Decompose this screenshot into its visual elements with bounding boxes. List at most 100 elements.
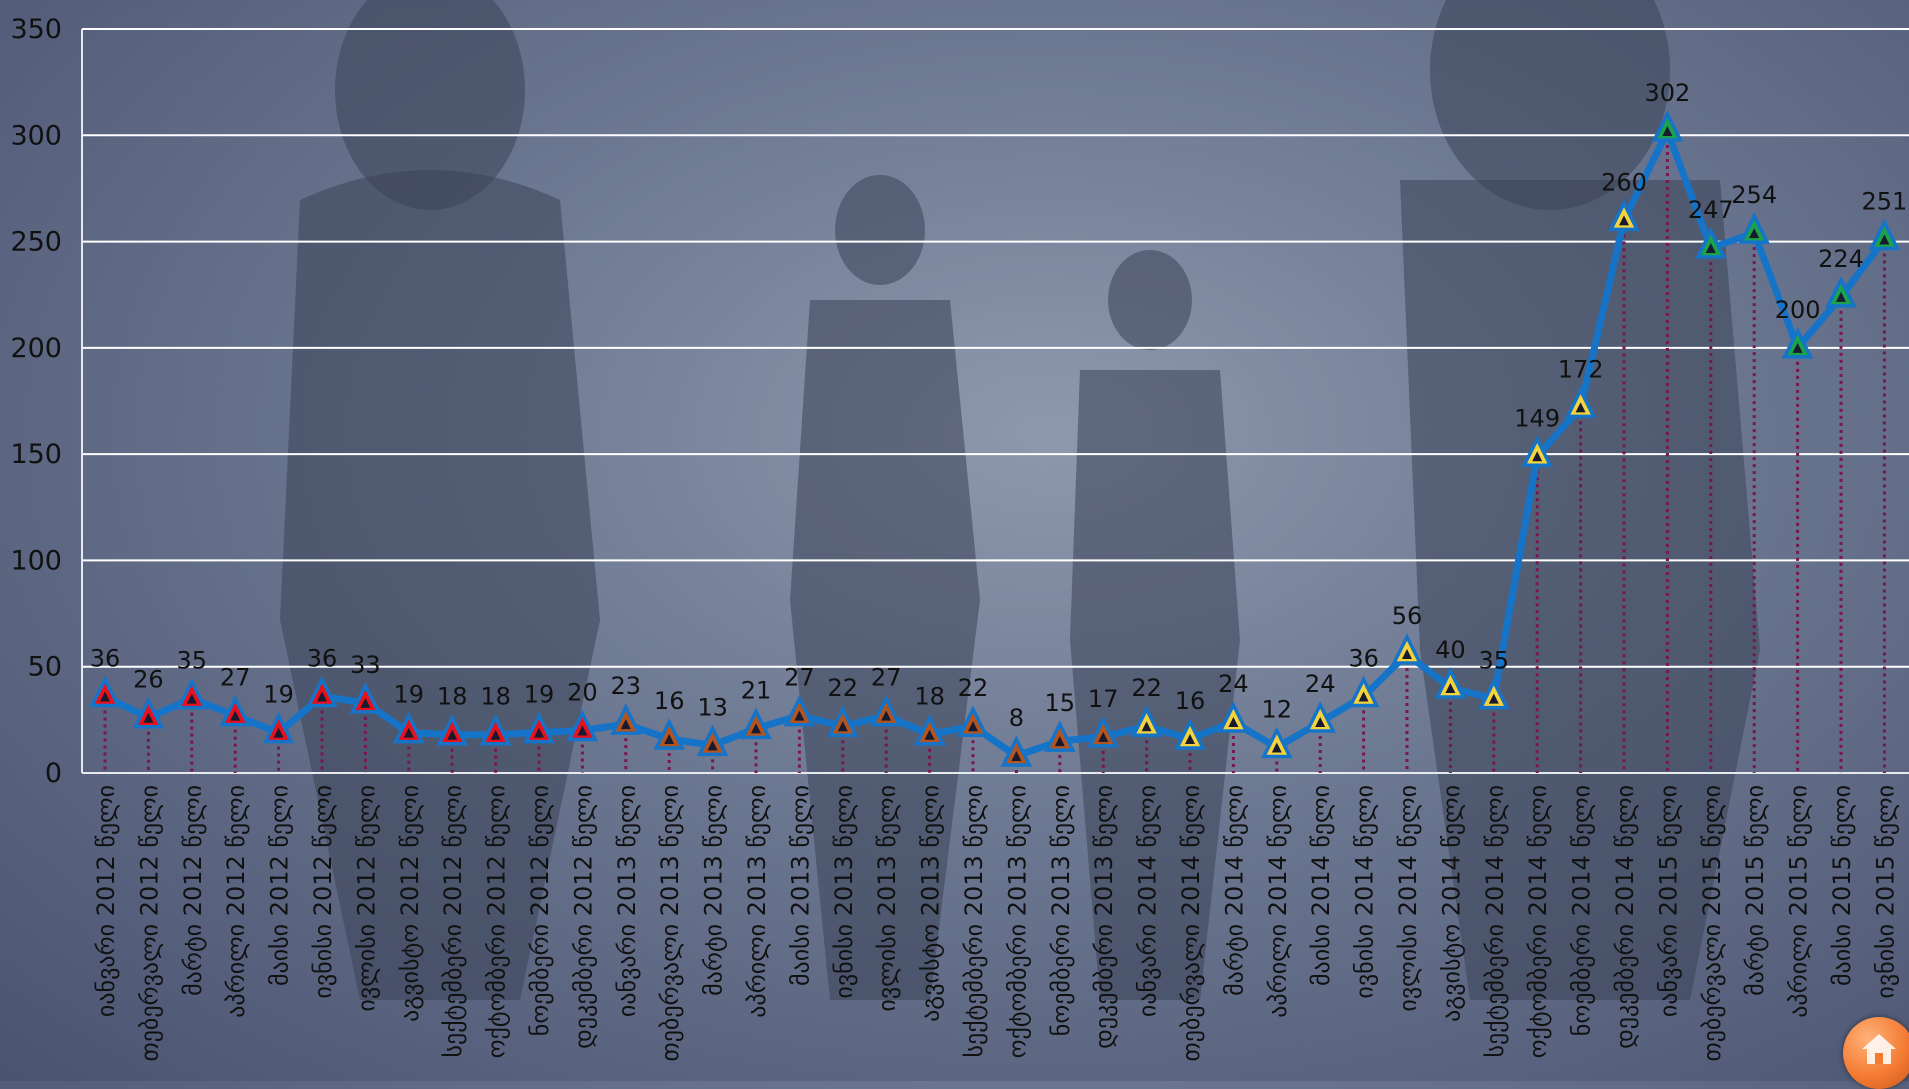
x-tick-label: დეკემბერი 2013 წელი: [1090, 785, 1118, 1049]
x-tick-label: ივლისი 2013 წელი: [873, 785, 901, 1012]
data-label: 16: [1175, 687, 1206, 715]
data-point-marker-core: [403, 727, 414, 738]
data-label: 24: [1305, 670, 1336, 698]
x-tick-label: აპრილი 2013 წელი: [743, 785, 771, 1018]
x-tick-label: მაისი 2015 წელი: [1828, 785, 1856, 986]
y-tick-label: 0: [45, 758, 62, 789]
x-tick-label: სექტემბერი 2013 წელი: [960, 785, 988, 1058]
data-point-marker-core: [1315, 716, 1326, 727]
data-point-marker-core: [794, 710, 805, 721]
data-label: 22: [828, 674, 859, 702]
data-label: 33: [350, 651, 381, 679]
data-point-marker-core: [1879, 234, 1890, 245]
data-label: 23: [611, 672, 642, 700]
data-label: 40: [1435, 636, 1466, 664]
x-tick-label: ოქტომბერი 2014 წელი: [1524, 785, 1552, 1058]
data-label: 21: [741, 676, 772, 704]
x-tick-label: დეკემბერი 2014 წელი: [1611, 785, 1639, 1049]
background-silhouettes: [280, 0, 1760, 1000]
data-point-marker-core: [1705, 242, 1716, 253]
data-point-marker-core: [1358, 691, 1369, 702]
data-point-marker-core: [100, 691, 110, 702]
x-tick-label: მაისი 2014 წელი: [1307, 785, 1335, 986]
data-label: 224: [1818, 245, 1864, 273]
data-point-marker-core: [143, 712, 154, 723]
data-point-marker-core: [837, 721, 848, 732]
data-label: 18: [480, 683, 511, 711]
x-tick-label: ოქტომბერი 2012 წელი: [483, 785, 511, 1058]
x-tick-label: ოქტომბერი 2013 წელი: [1003, 785, 1031, 1058]
data-point-marker-core: [664, 733, 675, 744]
x-tick-label: აგვისტო 2013 წელი: [917, 785, 945, 1022]
data-label: 15: [1045, 689, 1076, 717]
x-tick-label: თებერვალი 2013 წელი: [656, 785, 684, 1062]
data-label: 251: [1861, 187, 1907, 215]
x-tick-label: აგვისტო 2014 წელი: [1437, 785, 1465, 1022]
data-label: 247: [1688, 196, 1734, 224]
x-tick-label: მარტი 2014 წელი: [1220, 785, 1248, 996]
data-label: 35: [1479, 647, 1510, 675]
home-button[interactable]: [1843, 1017, 1909, 1089]
data-point-marker-core: [1619, 215, 1629, 226]
data-label: 16: [654, 687, 685, 715]
data-label: 27: [784, 664, 815, 692]
x-tick-label: მარტი 2015 წელი: [1741, 785, 1769, 996]
x-tick-label: დეკემბერი 2012 წელი: [569, 785, 597, 1049]
data-point-marker-core: [620, 719, 631, 730]
data-label: 172: [1558, 355, 1604, 383]
data-label: 18: [437, 683, 468, 711]
x-tick-label: თებერვალი 2012 წელი: [135, 785, 163, 1062]
x-tick-label: მაისი 2012 წელი: [266, 785, 294, 986]
data-point-marker-core: [1054, 736, 1065, 747]
data-label: 254: [1731, 181, 1777, 209]
data-point-marker-core: [1098, 731, 1109, 742]
x-tick-label: ივნისი 2015 წელი: [1871, 785, 1899, 999]
y-axis: 0 50 100 150 200 250 300 350: [10, 14, 83, 789]
x-tick-label: ივლისი 2014 წელი: [1394, 785, 1422, 1012]
x-tick-label: აპრილი 2015 წელი: [1785, 785, 1813, 1018]
data-label: 27: [220, 664, 251, 692]
data-point-marker-core: [360, 697, 371, 708]
data-label: 26: [133, 666, 164, 694]
x-tick-label: იანვარი 2013 წელი: [613, 785, 641, 1017]
data-point-marker-core: [317, 691, 327, 702]
data-point-marker-core: [1141, 721, 1152, 732]
data-label: 36: [1348, 644, 1379, 672]
data-markers: [89, 110, 1901, 767]
data-label: 35: [177, 647, 208, 675]
grid-lines: [82, 28, 1909, 774]
data-point-marker-core: [1749, 228, 1760, 239]
data-label: 17: [1088, 685, 1119, 713]
y-tick-label: 200: [10, 333, 62, 364]
x-tick-label: სექტემბერი 2014 წელი: [1481, 785, 1509, 1058]
x-tick-label: იანვარი 2015 წელი: [1654, 785, 1682, 1017]
x-tick-label: ივნისი 2014 წელი: [1351, 785, 1379, 999]
data-point-marker-core: [924, 729, 935, 740]
x-tick-label: ნოემბერი 2014 წელი: [1568, 785, 1596, 1036]
data-point-marker-core: [707, 740, 718, 751]
data-point-marker-core: [1792, 342, 1803, 353]
x-tick-label: მარტი 2013 წელი: [700, 785, 728, 996]
x-tick-label: თებერვალი 2014 წელი: [1177, 785, 1205, 1062]
y-tick-label: 100: [10, 545, 62, 576]
x-tick-label: მარტი 2012 წელი: [179, 785, 207, 996]
data-label: 22: [958, 674, 989, 702]
data-point-marker-core: [230, 710, 241, 721]
data-label: 19: [263, 681, 294, 709]
x-tick-label: იანვარი 2014 წელი: [1134, 785, 1162, 1017]
data-label: 36: [90, 644, 121, 672]
data-label: 200: [1775, 296, 1821, 324]
data-label: 18: [914, 683, 945, 711]
x-tick-label: მაისი 2013 წელი: [786, 785, 814, 986]
data-point-marker-core: [751, 723, 761, 734]
data-label: 22: [1131, 674, 1162, 702]
data-point-marker-core: [577, 725, 588, 736]
y-tick-label: 150: [10, 439, 62, 470]
data-point-marker-core: [1228, 716, 1239, 727]
data-label: 36: [307, 644, 338, 672]
x-tick-label: ნოემბერი 2013 წელი: [1047, 785, 1075, 1036]
data-point-marker-core: [1488, 693, 1499, 704]
x-tick-label: ნოემბერი 2012 წელი: [526, 785, 554, 1036]
x-tick-label: აგვისტო 2012 წელი: [396, 785, 424, 1022]
